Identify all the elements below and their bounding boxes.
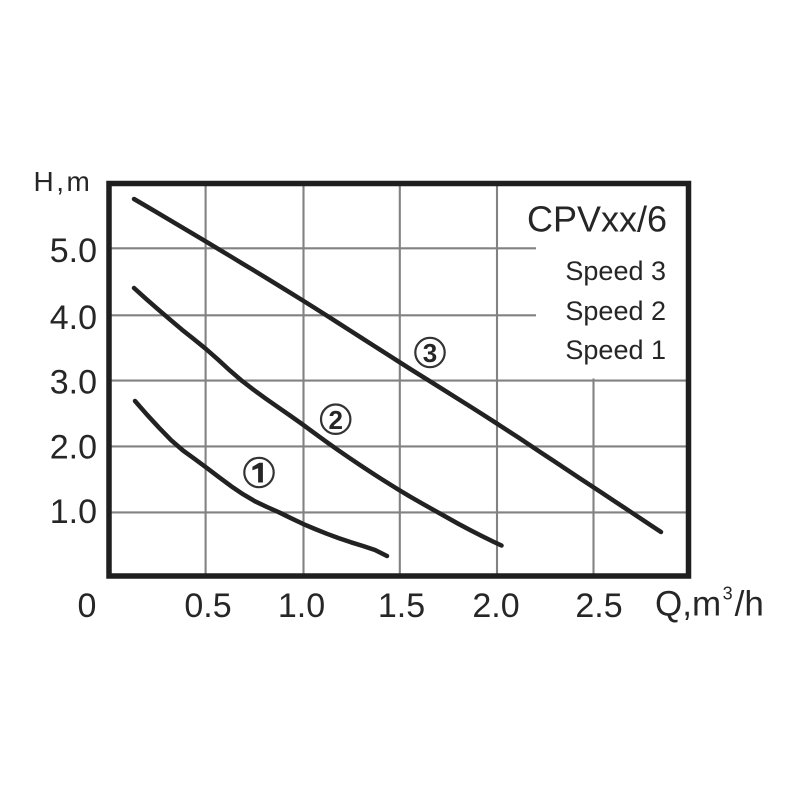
svg-text:H,m: H,m [34, 166, 93, 197]
svg-text:4.0: 4.0 [50, 299, 97, 337]
svg-text:Speed 3: Speed 3 [565, 256, 666, 286]
svg-text:0.5: 0.5 [184, 587, 231, 625]
svg-text:CPVxx/6: CPVxx/6 [527, 199, 667, 240]
svg-text:Speed 2: Speed 2 [565, 296, 666, 326]
svg-text:5.0: 5.0 [50, 232, 97, 270]
svg-text:3.0: 3.0 [50, 364, 97, 402]
svg-text:1.0: 1.0 [278, 587, 325, 625]
svg-text:2.0: 2.0 [50, 429, 97, 467]
svg-text:2.0: 2.0 [472, 587, 519, 625]
svg-text:3: 3 [423, 338, 437, 368]
svg-text:Speed 1: Speed 1 [565, 335, 666, 365]
svg-text:1.0: 1.0 [50, 493, 97, 531]
svg-text:1.5: 1.5 [378, 587, 425, 625]
svg-text:Q,m3/h: Q,m3/h [655, 583, 764, 623]
svg-text:2: 2 [328, 405, 342, 435]
svg-text:0: 0 [78, 587, 97, 625]
svg-text:2.5: 2.5 [575, 587, 622, 625]
